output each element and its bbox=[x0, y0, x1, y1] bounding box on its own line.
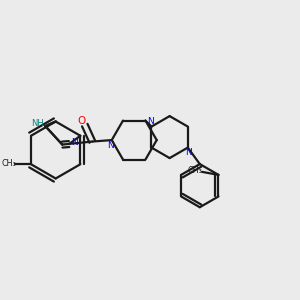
Text: N: N bbox=[71, 138, 78, 147]
Text: N: N bbox=[107, 141, 114, 150]
Text: N: N bbox=[148, 117, 154, 126]
Text: N: N bbox=[185, 148, 192, 158]
Text: CH₃: CH₃ bbox=[1, 159, 16, 168]
Text: NH: NH bbox=[32, 119, 44, 128]
Text: O: O bbox=[77, 116, 85, 126]
Text: CH₃: CH₃ bbox=[187, 166, 202, 175]
